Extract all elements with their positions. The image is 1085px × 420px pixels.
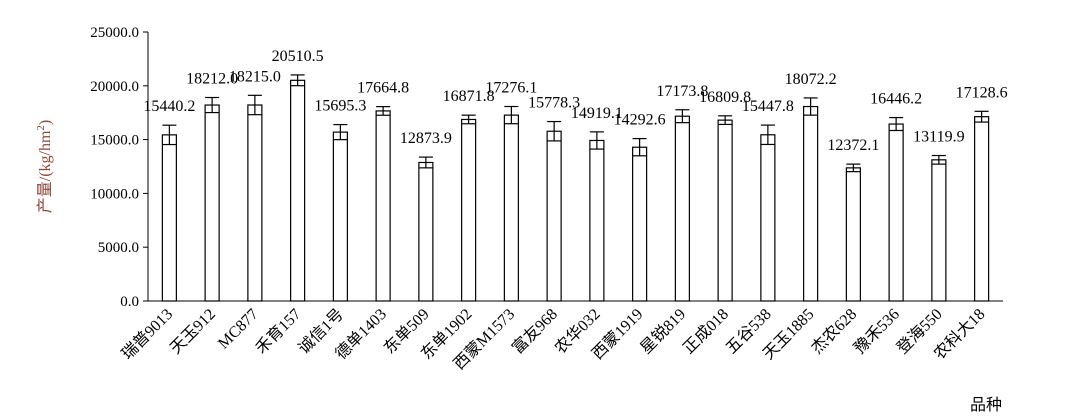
x-axis-labels: 瑞普9013天玉912MC877禾育157诚信1号德单1403东单509东单19… xyxy=(118,305,988,373)
y-axis-title-tail: ) xyxy=(37,120,54,125)
bar xyxy=(332,131,348,302)
data-label: 18212.0 xyxy=(186,71,238,88)
y-axis-title-main: 产量/(kg/hm xyxy=(36,130,54,213)
data-label: 17128.6 xyxy=(956,84,1008,101)
bar xyxy=(760,134,776,302)
data-label: 18215.0 xyxy=(229,68,281,85)
bar xyxy=(204,104,220,302)
bar xyxy=(247,104,263,302)
bar xyxy=(290,79,306,302)
bar xyxy=(803,105,819,302)
y-tick-label: 15000.0 xyxy=(90,133,139,149)
x-tick-label: 富友968 xyxy=(509,305,561,357)
bars xyxy=(161,79,990,302)
y-tick-label: 25000.0 xyxy=(90,25,139,41)
y-axis-title: 产量/(kg/hm2) xyxy=(35,120,54,214)
data-label: 17276.1 xyxy=(485,80,537,97)
bar xyxy=(931,159,947,302)
bar xyxy=(589,139,605,302)
data-label: 16446.2 xyxy=(870,91,922,108)
y-tick-label: 10000.0 xyxy=(90,186,139,202)
data-label: 14919.1 xyxy=(571,105,623,122)
x-tick-label: 杰农628 xyxy=(808,305,860,357)
bar xyxy=(632,146,648,302)
bar xyxy=(888,123,904,302)
bar xyxy=(845,167,861,302)
y-tick-label: 5000.0 xyxy=(98,240,139,256)
bar xyxy=(418,161,434,302)
data-label: 20510.5 xyxy=(272,48,324,65)
bar xyxy=(546,130,562,302)
x-tick-label: 正成018 xyxy=(680,305,732,357)
data-label: 17664.8 xyxy=(357,80,409,97)
data-label: 15778.3 xyxy=(528,95,580,112)
bar xyxy=(461,118,477,302)
y-tick-label: 20000.0 xyxy=(90,79,139,95)
x-tick-label: 瑞普9013 xyxy=(118,305,176,363)
data-label: 12372.1 xyxy=(827,137,879,154)
bar xyxy=(503,114,519,302)
x-tick-label: 天玉912 xyxy=(167,306,219,358)
bar xyxy=(375,110,391,302)
bar xyxy=(974,116,990,302)
data-label: 13119.9 xyxy=(913,129,964,146)
x-tick-label: 豫禾536 xyxy=(851,305,903,357)
bar xyxy=(674,115,690,302)
bar xyxy=(717,119,733,302)
error-bars xyxy=(162,74,989,173)
x-tick-label: 禾育157 xyxy=(252,305,304,357)
bar xyxy=(161,134,177,302)
data-label: 18072.2 xyxy=(785,71,837,88)
data-label: 17173.8 xyxy=(656,83,708,100)
data-label: 16809.8 xyxy=(699,89,751,106)
data-label: 12873.9 xyxy=(400,130,452,147)
y-tick-label: 0.0 xyxy=(120,294,139,310)
x-axis-title: 品种 xyxy=(970,396,1002,414)
y-axis-ticks: 0.0 5000.0 10000.0 15000.0 20000.0 25000.0 xyxy=(90,25,148,310)
data-label: 14292.6 xyxy=(614,112,666,129)
y-axis-title-sup: 2 xyxy=(35,125,47,131)
data-label: 15695.3 xyxy=(314,98,366,115)
x-tick-label: 星锐819 xyxy=(637,305,689,357)
data-label: 16871.8 xyxy=(443,88,495,105)
data-label: 15447.8 xyxy=(742,98,794,115)
data-label: 15440.2 xyxy=(143,98,195,115)
